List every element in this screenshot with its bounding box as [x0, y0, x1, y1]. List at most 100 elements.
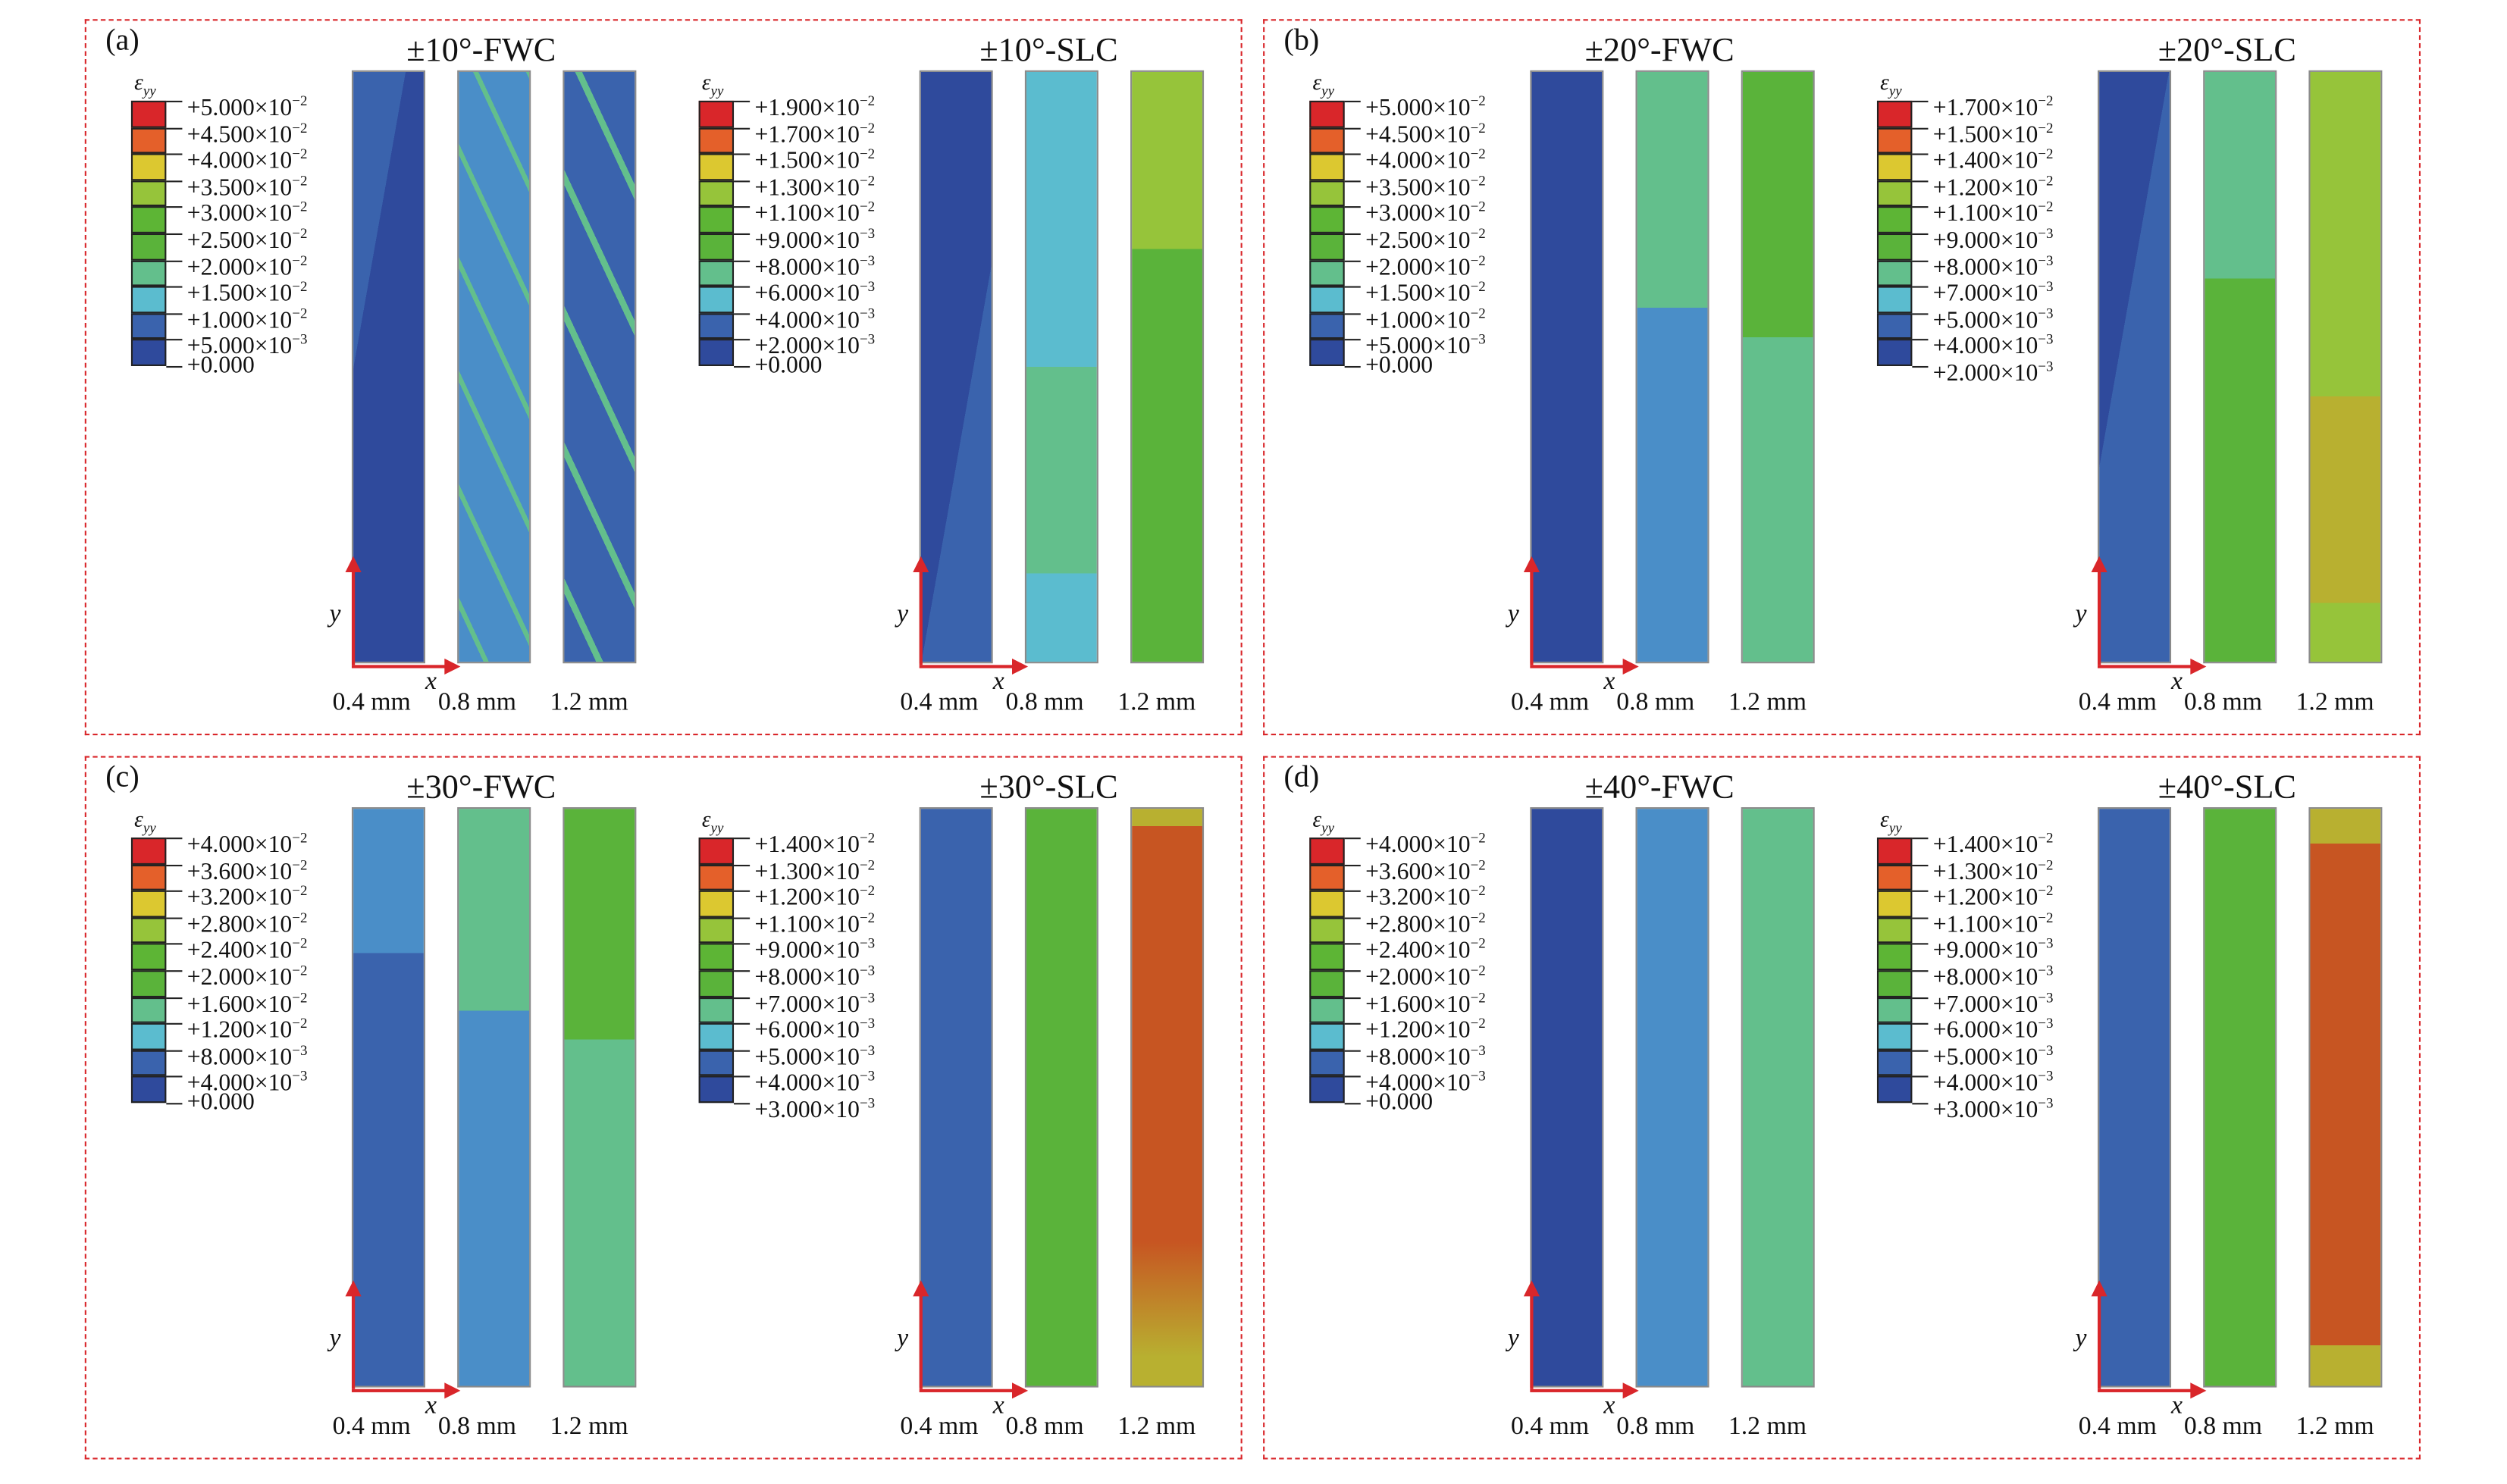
legend-tick — [734, 365, 751, 368]
legend-label: +2.000×10−2 — [1365, 962, 1486, 991]
legend-swatch — [1309, 180, 1345, 207]
y-axis-label: y — [2075, 1325, 2087, 1353]
legend-swatch — [698, 312, 735, 340]
legend-tick — [734, 206, 751, 208]
x-axis-label: x — [992, 668, 1004, 696]
y-arrowhead-icon — [345, 556, 362, 573]
legend-swatch — [1309, 233, 1345, 260]
legend-title: εyy — [1312, 71, 1335, 99]
legend-label: +2.000×10−3 — [754, 331, 876, 361]
x-axis-arrow — [2098, 665, 2194, 668]
contour-group: ±10°-SLC εyy +1.900×10−2 +1.700×10−2 +1.500×… — [654, 20, 1230, 734]
legend-tick — [1912, 970, 1929, 972]
legend-swatch — [1876, 997, 1913, 1024]
specimen-strip — [1130, 807, 1205, 1388]
specimen-strip — [563, 807, 637, 1388]
legend-swatch — [1876, 1023, 1913, 1050]
legend-swatch — [1876, 1076, 1913, 1104]
thickness-label: 0.8 mm — [1616, 1413, 1695, 1441]
legend-label: +5.000×10−3 — [186, 331, 308, 361]
legend-swatch — [698, 339, 735, 366]
legend-tick — [166, 997, 183, 999]
legend-tick — [1912, 312, 1929, 315]
legend-tick — [1344, 917, 1361, 919]
legend-label: +5.000×10−3 — [1365, 331, 1486, 361]
x-axis-arrow — [1530, 1389, 1626, 1392]
y-axis-arrow — [2098, 1293, 2101, 1389]
group-title: ±40°-SLC — [2158, 767, 2296, 806]
legend-label: +3.600×10−2 — [1365, 856, 1486, 885]
thickness-label: 1.2 mm — [1728, 1413, 1807, 1441]
group-title: ±10°-FWC — [406, 30, 556, 69]
legend-tick — [166, 944, 183, 946]
legend-swatch — [698, 917, 735, 944]
legend-label: +8.000×10−3 — [186, 1041, 308, 1071]
legend-tick — [1344, 339, 1361, 342]
legend-tick — [1344, 837, 1361, 840]
legend-label: +1.700×10−2 — [754, 119, 876, 149]
legend-tick — [166, 100, 183, 102]
legend-swatch — [1876, 153, 1913, 180]
legend-tick — [1912, 1050, 1929, 1052]
legend-title: εyy — [701, 809, 724, 836]
x-axis-label: x — [2171, 668, 2183, 696]
legend-tick — [1344, 970, 1361, 972]
legend-label: +8.000×10−3 — [754, 962, 876, 991]
y-arrowhead-icon — [345, 1280, 362, 1297]
legend-label: +4.000×10−3 — [1932, 1068, 2054, 1097]
panel-d: (d) ±40°-FWC εyy +4.000×10−2 +3.600×10−2 +3.2… — [1263, 756, 2421, 1460]
legend-tick — [734, 233, 751, 236]
legend-title: εyy — [134, 809, 156, 836]
legend-swatch — [1309, 206, 1345, 233]
legend-label: +8.000×10−3 — [1932, 962, 2054, 991]
thickness-label: 0.8 mm — [437, 688, 516, 716]
specimen-strip — [1741, 70, 1815, 664]
x-axis-arrow — [919, 1389, 1016, 1392]
legend-label: +7.000×10−3 — [754, 988, 876, 1018]
legend-swatch — [698, 997, 735, 1024]
legend-tick — [166, 365, 183, 368]
specimen-strip — [2203, 70, 2277, 664]
legend-label: +2.400×10−2 — [186, 935, 308, 965]
legend-swatch — [1876, 864, 1913, 891]
legend-swatch — [698, 286, 735, 313]
specimen-strip — [919, 70, 993, 664]
specimen-strip — [2308, 807, 2383, 1388]
legend-tick — [166, 312, 183, 315]
legend-tick — [1344, 100, 1361, 102]
thickness-label: 1.2 mm — [550, 1413, 628, 1441]
specimen-strip — [1530, 807, 1604, 1388]
legend-label: +4.000×10−2 — [1365, 829, 1486, 859]
legend-label: +0.000 — [1365, 353, 1434, 379]
legend-label: +0.000 — [186, 353, 255, 379]
group-title: ±10°-SLC — [979, 30, 1118, 69]
x-arrowhead-icon — [2190, 658, 2207, 675]
legend-swatch — [1876, 100, 1913, 127]
legend-tick — [166, 206, 183, 208]
thickness-label: 0.4 mm — [900, 1413, 979, 1441]
legend-label: +5.000×10−3 — [1932, 305, 2054, 334]
legend-tick — [1344, 1023, 1361, 1025]
legend-label: +8.000×10−3 — [1932, 252, 2054, 281]
legend-tick — [1912, 127, 1929, 129]
legend-label: +1.100×10−2 — [1932, 199, 2054, 228]
legend-tick — [734, 1103, 751, 1105]
legend-tick — [1912, 206, 1929, 208]
thickness-label: 0.8 mm — [1005, 688, 1084, 716]
thickness-label: 1.2 mm — [1117, 1413, 1196, 1441]
legend-tick — [734, 917, 751, 919]
thickness-label: 1.2 mm — [1117, 688, 1196, 716]
legend-swatch — [698, 100, 735, 127]
legend-label: +4.000×10−3 — [754, 305, 876, 334]
legend-label: +2.800×10−2 — [1365, 909, 1486, 938]
legend-swatch — [698, 864, 735, 891]
legend-swatch — [1309, 153, 1345, 180]
y-axis-arrow — [1530, 568, 1534, 665]
x-axis-arrow — [1530, 665, 1626, 668]
legend-label: +1.300×10−2 — [754, 172, 876, 202]
legend-swatch — [1309, 970, 1345, 997]
contour-group: ±40°-SLC εyy +1.400×10−2 +1.300×10−2 +1.200×… — [1832, 758, 2408, 1458]
legend-tick — [166, 339, 183, 342]
legend-tick — [1912, 339, 1929, 342]
